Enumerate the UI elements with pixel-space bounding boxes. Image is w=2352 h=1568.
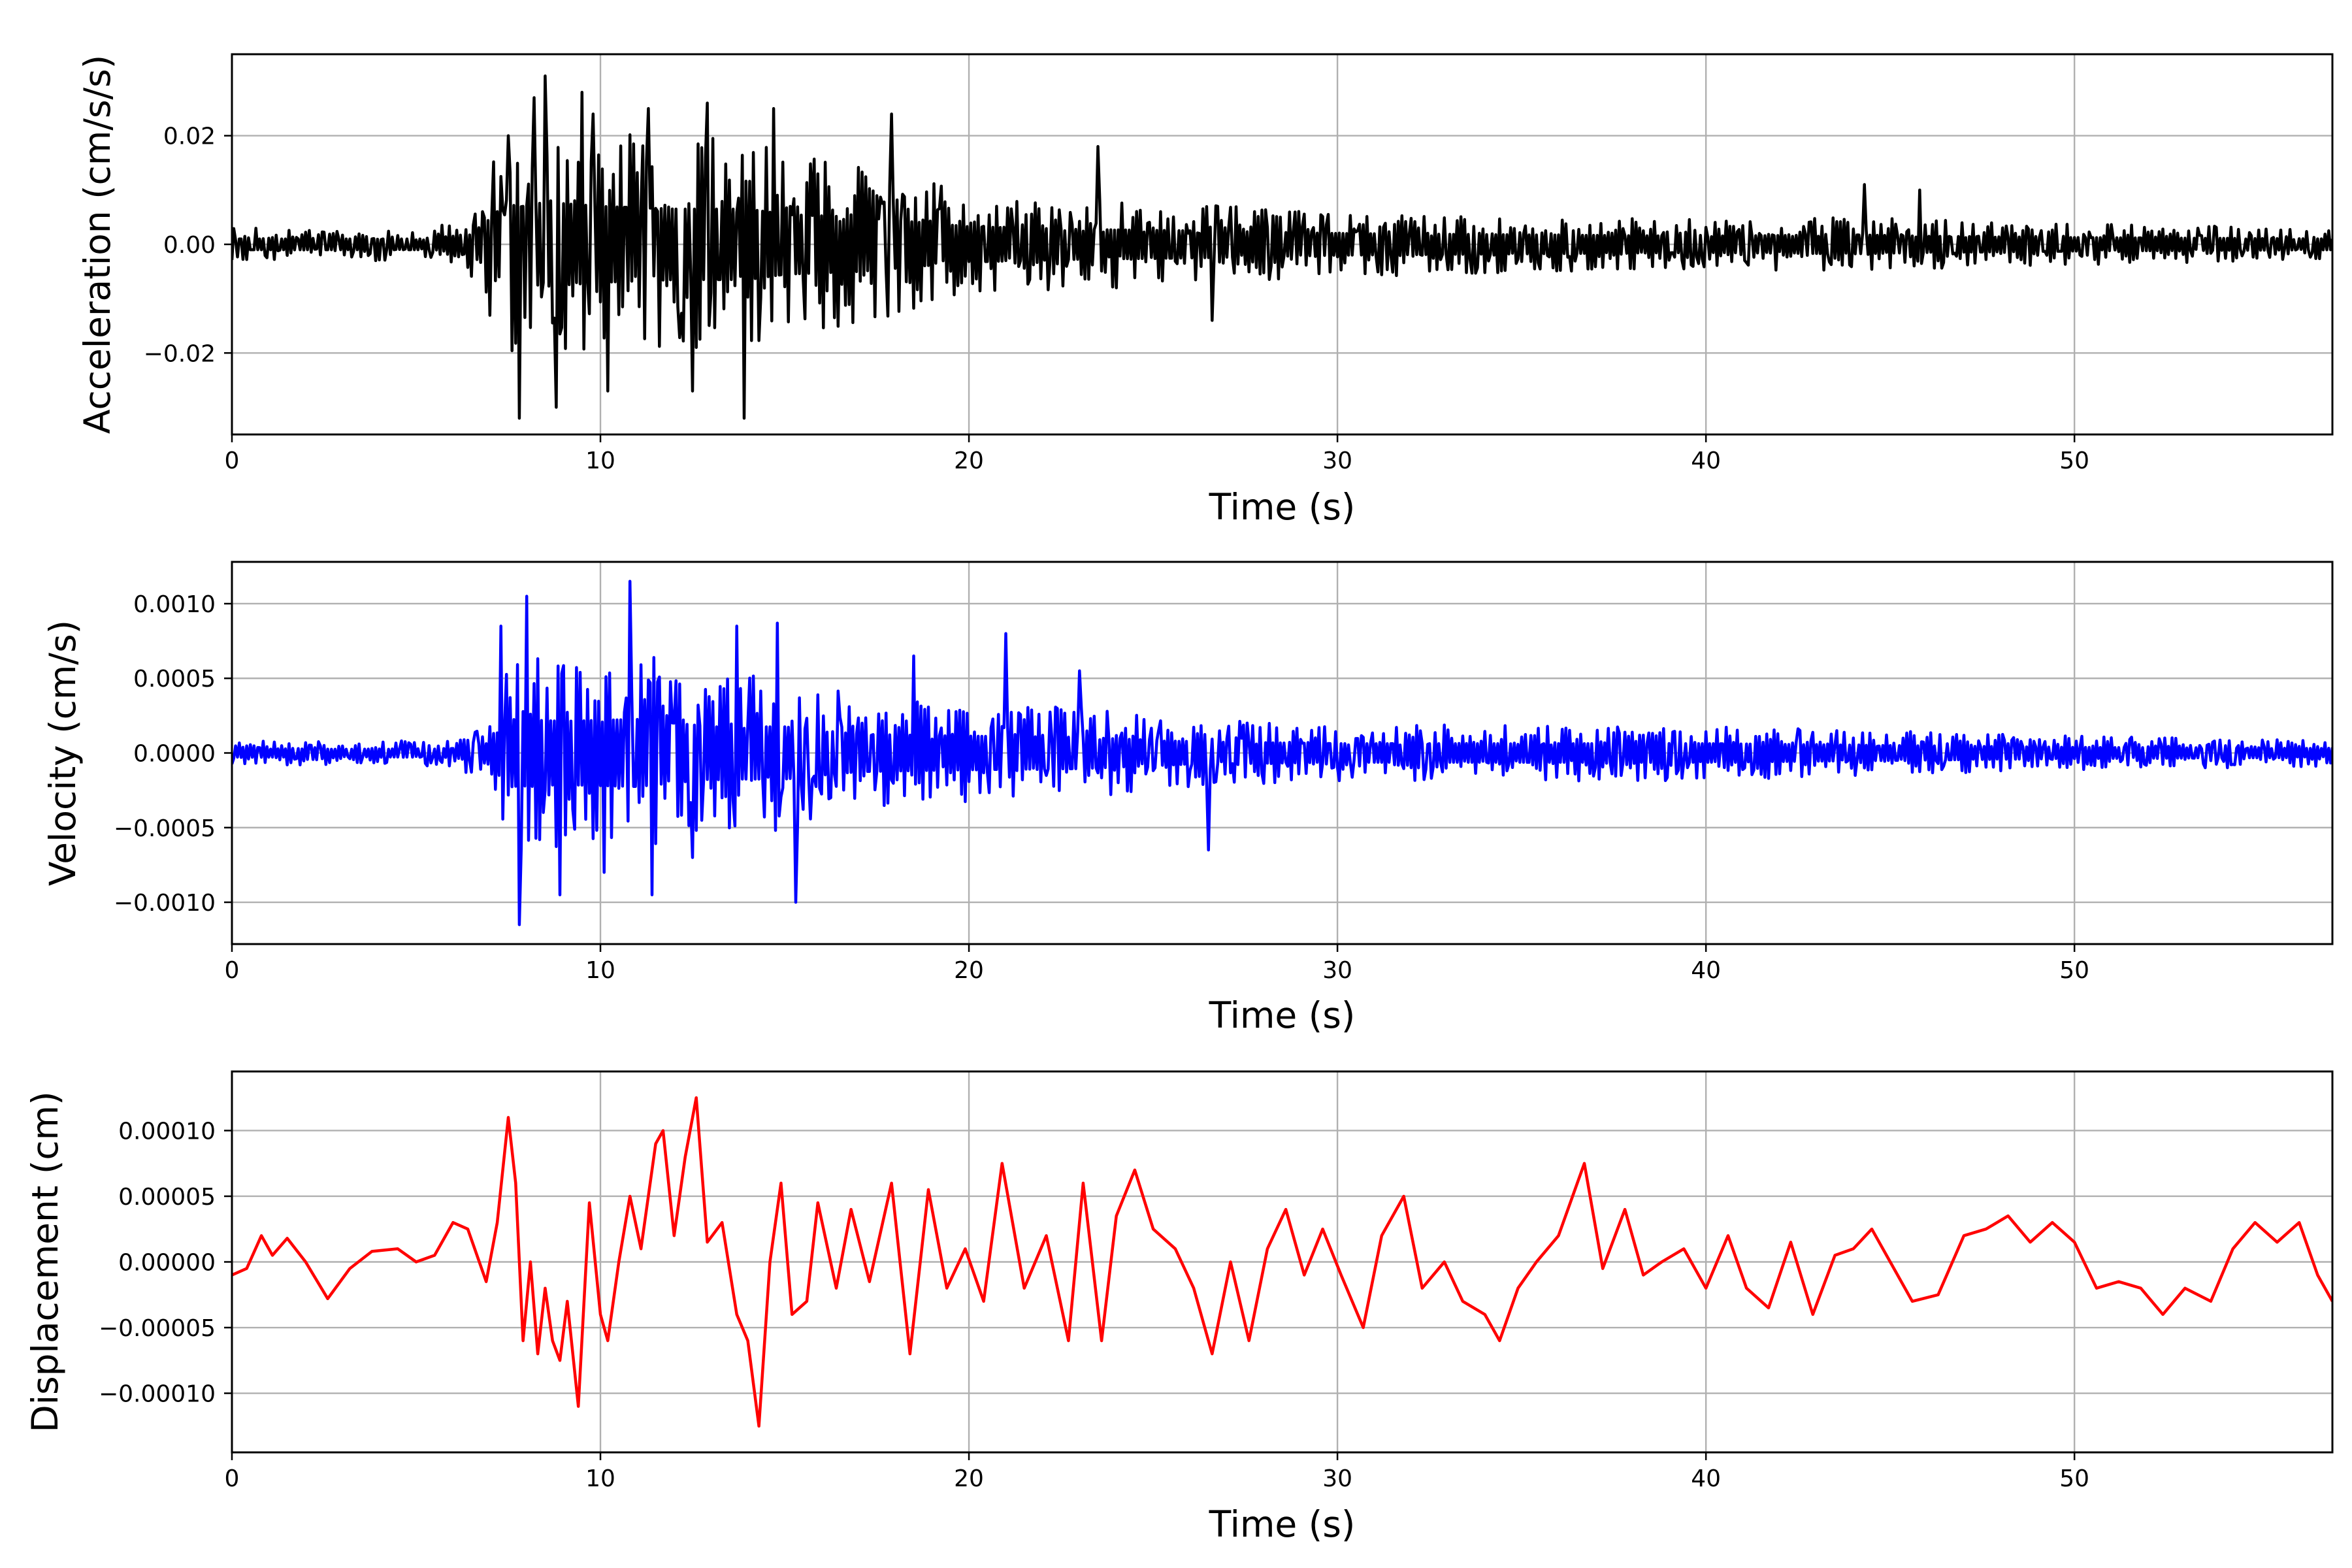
x-tick-label: 10 [585,957,615,984]
y-tick-label: −0.02 [144,340,216,367]
series-line [232,1096,2332,1428]
y-tick-label: −0.00010 [99,1381,216,1408]
x-tick-label: 30 [1322,1465,1352,1492]
y-axis-label: Displacement (cm) [24,1091,66,1432]
subplot-3: 0 10 20 30 40 50 −0.00010 −0.00005 0.00000 0.0000… [24,1070,2334,1545]
y-tick-label: −0.0005 [114,815,216,842]
x-tick-label: 20 [954,957,984,984]
x-axis-label: Time (s) [1209,994,1356,1036]
series-line [232,74,2332,420]
x-axis-label: Time (s) [1209,486,1356,528]
x-tick-label: 40 [1691,448,1721,474]
subplot-1: 0 10 20 30 40 50 −0.02 0.00 0.02 Time (s) Accelera… [76,53,2334,528]
x-tick-label: 10 [585,448,615,474]
y-tick-label: 0.02 [163,123,216,150]
y-tick-label: 0.00 [163,232,216,259]
x-tick-label: 50 [2059,1465,2089,1492]
x-tick-label: 50 [2059,448,2089,474]
subplot-2: 0 10 20 30 40 50 −0.0010 −0.0005 0.0000 0.0005 0.0… [42,561,2334,1036]
x-tick-label: 10 [585,1465,615,1492]
x-tick-label: 20 [954,448,984,474]
y-tick-label: 0.0000 [133,741,216,768]
y-tick-label: −0.0010 [114,890,216,917]
x-tick-label: 50 [2059,957,2089,984]
x-tick-label: 0 [225,957,240,984]
x-tick-label: 0 [225,1465,240,1492]
y-axis-label: Velocity (cm/s) [42,620,84,886]
y-tick-label: 0.00000 [118,1250,216,1277]
x-tick-label: 40 [1691,957,1721,984]
x-tick-label: 20 [954,1465,984,1492]
y-tick-label: 0.0010 [133,591,216,618]
x-axis-label: Time (s) [1209,1503,1356,1545]
y-tick-label: 0.0005 [133,666,216,693]
y-axis-label: Acceleration (cm/s/s) [76,55,118,434]
y-tick-label: 0.00005 [118,1184,216,1211]
x-tick-label: 0 [225,448,240,474]
y-tick-label: −0.00005 [99,1315,216,1342]
series-line [232,580,2332,926]
x-tick-label: 30 [1322,957,1352,984]
y-tick-label: 0.00010 [118,1118,216,1145]
x-tick-label: 30 [1322,448,1352,474]
x-tick-label: 40 [1691,1465,1721,1492]
